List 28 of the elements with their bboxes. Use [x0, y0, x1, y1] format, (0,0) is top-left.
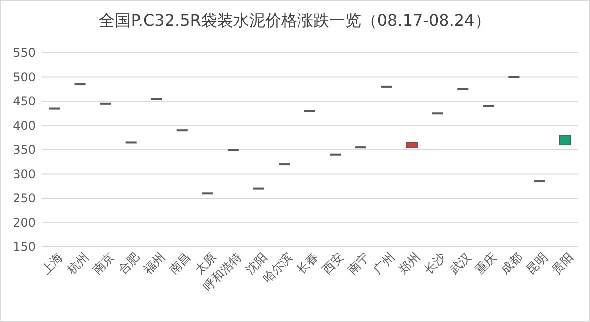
x-tick-label: 武汉 — [447, 250, 474, 278]
y-tick-label: 350 — [13, 143, 36, 158]
chart-title: 全国P.C32.5R袋装水泥价格涨跌一览（08.17-08.24） — [99, 11, 491, 30]
y-tick-label: 400 — [13, 118, 36, 133]
y-tick-label: 250 — [13, 192, 36, 206]
x-tick-label: 杭州 — [64, 250, 92, 278]
x-tick-label: 南昌 — [166, 250, 194, 278]
x-tick-label: 成都 — [498, 250, 526, 278]
x-tick-label: 南宁 — [345, 250, 372, 278]
x-tick-label: 郑州 — [396, 250, 424, 278]
x-tick-label: 长沙 — [422, 250, 449, 278]
y-tick-label: 450 — [13, 94, 36, 109]
x-tick-label: 合肥 — [116, 250, 142, 278]
x-tick-label: 西安 — [320, 250, 347, 278]
x-tick-label: 上海 — [38, 250, 66, 278]
y-tick-label: 500 — [13, 70, 36, 84]
y-tick-label: 200 — [13, 216, 36, 230]
x-tick-label: 长春 — [294, 250, 322, 278]
x-tick-label: 南京 — [90, 250, 117, 278]
x-tick-label: 贵阳 — [549, 250, 576, 278]
x-tick-label: 昆明 — [524, 250, 551, 278]
x-tick-label: 福州 — [141, 250, 168, 278]
y-tick-label: 300 — [13, 167, 36, 182]
x-tick-label: 重庆 — [472, 250, 500, 278]
y-tick-label: 550 — [13, 46, 36, 60]
y-tick-label: 150 — [13, 240, 36, 254]
candlestick — [559, 135, 572, 146]
x-tick-label: 广州 — [370, 250, 398, 278]
